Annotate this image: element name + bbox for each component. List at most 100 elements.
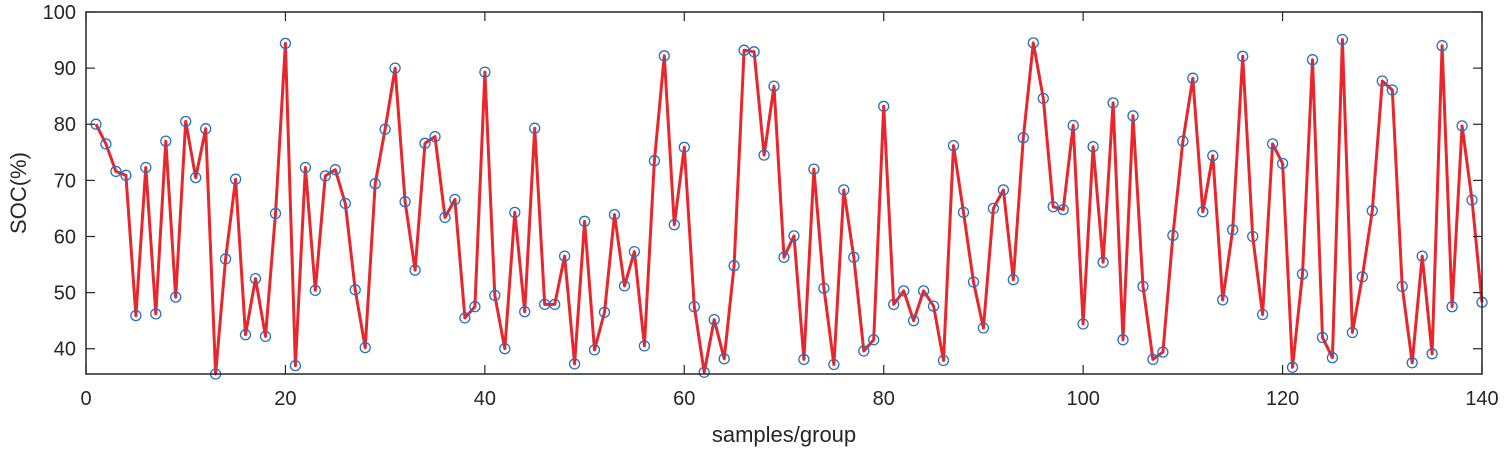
y-tick-label: 70: [54, 170, 76, 192]
data-point: [1097, 256, 1109, 268]
data-point: [748, 46, 760, 58]
data-point: [1067, 119, 1079, 132]
data-point: [568, 358, 581, 370]
data-point: [349, 284, 361, 296]
data-point: [429, 130, 441, 143]
data-point: [1147, 353, 1159, 366]
x-tick-label: 60: [673, 388, 695, 410]
data-point: [638, 340, 651, 352]
data-point: [1376, 75, 1388, 87]
data-point: [1137, 280, 1149, 293]
y-tick-label: 50: [54, 283, 76, 305]
data-point: [469, 301, 481, 313]
data-point: [529, 122, 541, 134]
data-point: [219, 253, 232, 265]
data-point: [798, 353, 810, 366]
data-point: [1416, 250, 1428, 262]
data-point: [1346, 326, 1359, 339]
data-point: [1326, 352, 1339, 364]
data-point: [698, 366, 710, 378]
data-point: [110, 165, 122, 178]
data-point: [778, 251, 790, 263]
x-axis-label: samples/group: [712, 422, 856, 447]
data-point: [279, 37, 292, 50]
series-layer: [90, 33, 1488, 380]
data-point: [937, 354, 950, 367]
data-point: [369, 178, 381, 190]
data-point: [379, 123, 391, 135]
data-point: [1276, 157, 1289, 170]
data-point: [808, 163, 820, 175]
data-point: [878, 100, 890, 112]
data-point: [1356, 271, 1368, 283]
y-axis-label: SOC(%): [6, 152, 31, 234]
plot-frame: [85, 11, 1483, 375]
data-point: [1426, 348, 1438, 360]
data-point: [678, 141, 690, 153]
data-point: [1446, 301, 1458, 313]
x-tick-label: 100: [1066, 388, 1099, 410]
data-point: [1167, 229, 1179, 242]
data-point: [1306, 54, 1319, 66]
data-point: [1007, 274, 1019, 286]
data-point: [1386, 84, 1398, 96]
data-point: [628, 245, 641, 258]
data-point: [1177, 135, 1189, 147]
data-point: [389, 62, 401, 74]
data-point: [1217, 294, 1229, 306]
data-point: [269, 207, 282, 220]
data-point: [489, 289, 501, 302]
data-point: [1366, 205, 1378, 217]
data-point: [259, 330, 272, 343]
data-point: [728, 260, 740, 272]
data-point: [1237, 50, 1249, 62]
data-point: [229, 173, 242, 185]
y-tick-label: 80: [54, 114, 76, 136]
data-point: [1266, 138, 1279, 150]
data-point: [190, 171, 202, 184]
data-point: [618, 280, 631, 292]
data-point: [588, 344, 601, 356]
data-point: [957, 206, 970, 219]
data-point: [1037, 92, 1049, 105]
data-point: [419, 137, 431, 149]
data-point: [1087, 141, 1099, 153]
data-point: [200, 123, 212, 135]
data-point: [549, 298, 561, 311]
data-point: [1296, 268, 1309, 280]
data-point: [987, 202, 1000, 215]
data-point: [598, 306, 611, 318]
data-point: [509, 206, 521, 219]
data-point: [658, 50, 670, 62]
data-point: [788, 230, 800, 242]
data-point: [917, 285, 930, 297]
data-point: [858, 345, 870, 357]
data-point: [947, 139, 960, 152]
x-tick-label: 20: [274, 388, 296, 410]
data-point: [329, 164, 341, 176]
data-point: [758, 149, 770, 161]
data-point: [848, 251, 860, 263]
data-point: [1127, 110, 1139, 122]
data-point: [768, 80, 780, 92]
data-point: [289, 359, 302, 372]
data-point: [868, 334, 880, 346]
data-point: [1247, 230, 1259, 243]
data-point: [688, 301, 700, 313]
data-point: [558, 250, 571, 262]
data-point: [718, 353, 730, 365]
data-point: [1027, 37, 1039, 49]
data-point: [519, 306, 531, 318]
data-point: [1057, 203, 1069, 216]
x-tick-label: 140: [1465, 388, 1498, 410]
data-point: [1466, 194, 1478, 206]
data-point: [499, 343, 511, 355]
data-point: [1017, 132, 1029, 144]
data-point: [1396, 280, 1408, 293]
ticks-layer: 0 20 40 60 80 100 120 140 40 50 60 70 80 90 100: [43, 2, 1499, 410]
x-tick-label: 40: [474, 388, 496, 410]
data-point: [479, 66, 491, 78]
data-point: [409, 264, 421, 276]
x-tick-label: 80: [873, 388, 895, 410]
